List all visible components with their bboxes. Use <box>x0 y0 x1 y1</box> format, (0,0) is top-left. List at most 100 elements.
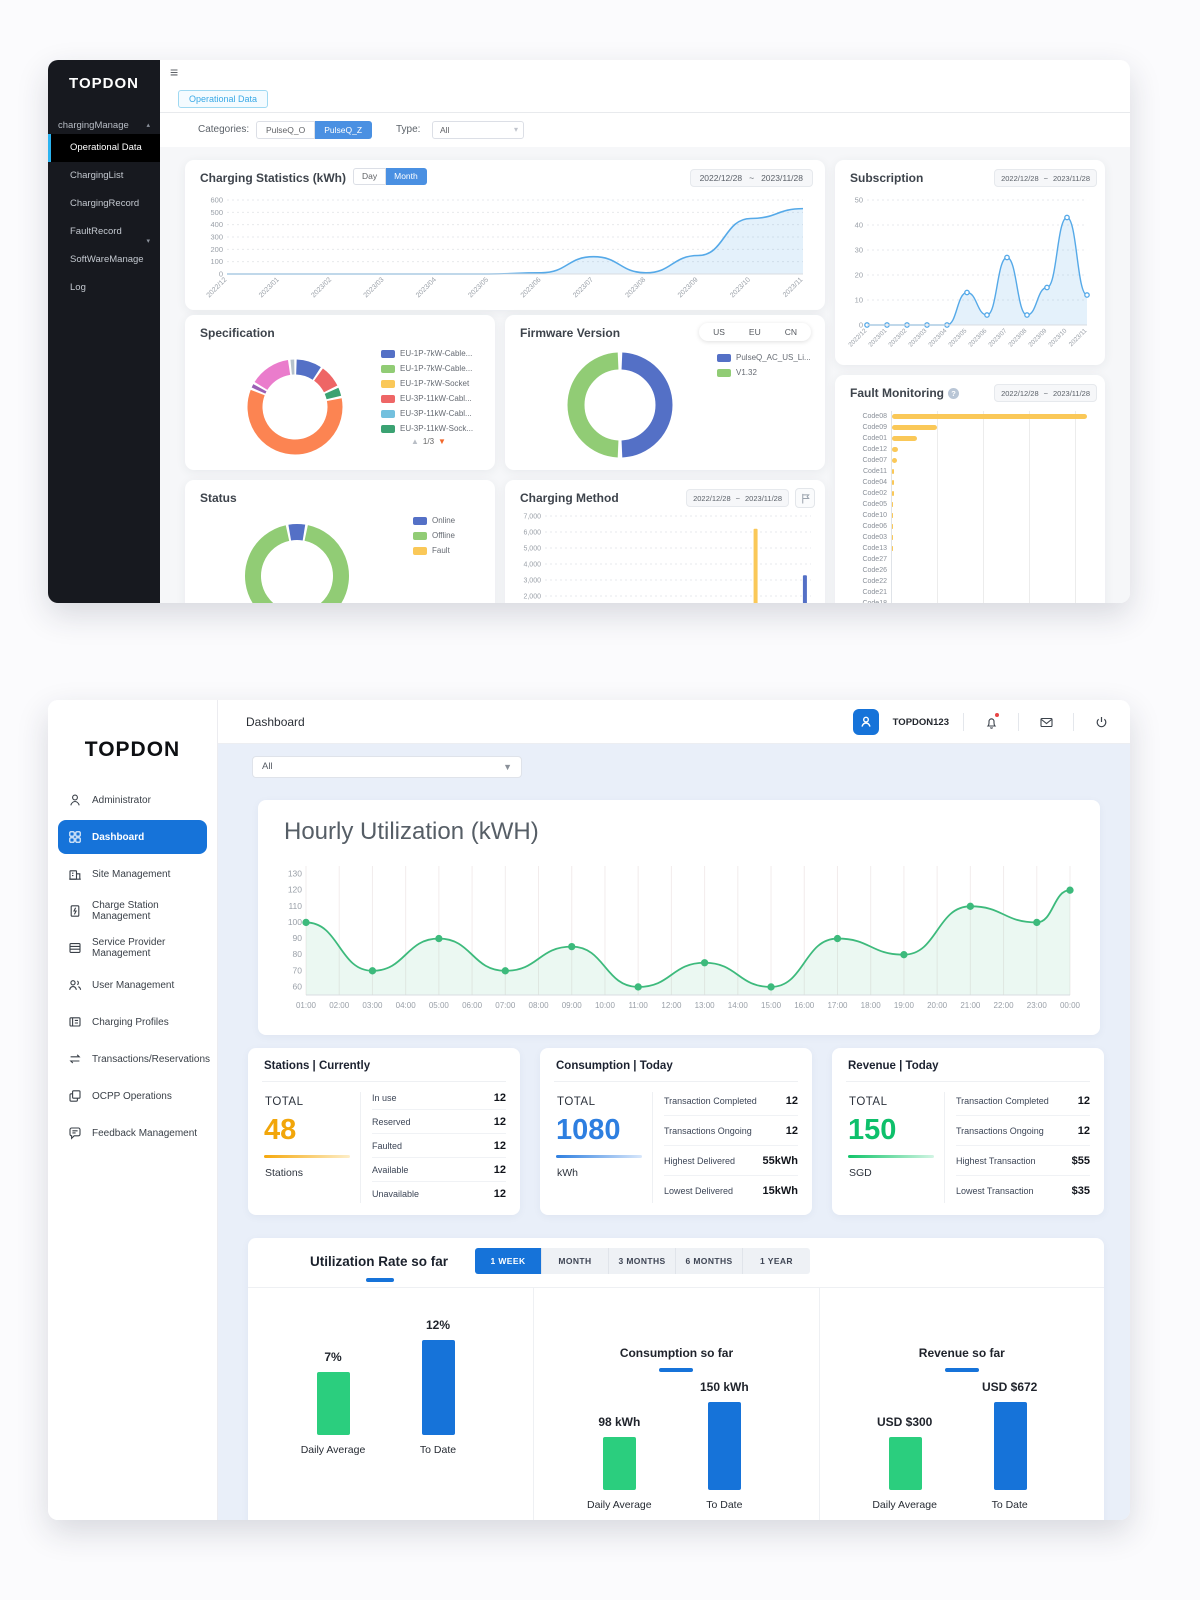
sidebar-item-dashboard[interactable]: Dashboard <box>58 820 207 854</box>
period-tab-1-year[interactable]: 1 YEAR <box>743 1248 810 1274</box>
legend-item[interactable]: Offline <box>413 531 455 540</box>
region-tab-cn[interactable]: CN <box>784 327 797 337</box>
region-tab-eu[interactable]: EU <box>748 327 761 337</box>
svg-text:2023/01: 2023/01 <box>258 276 281 299</box>
svg-text:01:00: 01:00 <box>296 1001 317 1010</box>
firmware-version-card: Firmware Version US EU CN PulseQ_AC_US_L… <box>505 315 825 470</box>
svg-text:13:00: 13:00 <box>695 1001 716 1010</box>
sidebar: TOPDON chargingManage ▴ Operational Data… <box>48 60 160 603</box>
category-pulseq-z-button[interactable]: PulseQ_Z <box>315 121 373 139</box>
sidebar-item-faultrecord[interactable]: FaultRecord ▾ <box>48 218 160 246</box>
legend-label: V1.32 <box>736 368 757 377</box>
legend-item[interactable]: EU-3P-11kW-Cabl... <box>381 409 473 418</box>
bar-value: 12% <box>425 1318 451 1332</box>
period-tab-month[interactable]: MONTH <box>542 1248 609 1274</box>
region-tab-us[interactable]: US <box>713 327 725 337</box>
bar-label: To Date <box>706 1499 743 1511</box>
sidebar-item-service-provider-management[interactable]: Service Provider Management <box>58 931 207 965</box>
section-title: Revenue so far <box>918 1346 1005 1360</box>
legend-item[interactable]: EU-3P-11kW-Sock... <box>381 424 473 433</box>
hamburger-icon[interactable]: ≡ <box>170 64 179 80</box>
status-legend: Online Offline Fault <box>413 516 455 561</box>
sidebar-item-charge-station-management[interactable]: Charge Station Management <box>58 894 207 928</box>
legend-swatch <box>381 409 395 418</box>
sidebar-item-charging-profiles[interactable]: Charging Profiles <box>58 1005 207 1039</box>
fault-bar <box>892 469 895 474</box>
sidebar-item-chargingrecord[interactable]: ChargingRecord <box>48 190 160 218</box>
logout-power-icon[interactable] <box>1088 709 1114 735</box>
fault-bar <box>892 425 937 430</box>
fault-code-label: Code26 <box>862 567 887 574</box>
stat-label: Lowest Transaction <box>956 1185 1034 1196</box>
svg-text:2023/10: 2023/10 <box>729 276 752 299</box>
legend-item[interactable]: Online <box>413 516 455 525</box>
site-filter-select[interactable]: All ▼ <box>252 756 522 778</box>
sidebar-item-ocpp-operations[interactable]: OCPP Operations <box>58 1079 207 1113</box>
legend-item[interactable]: PulseQ_AC_US_Li... <box>717 353 811 362</box>
svg-text:2023/11: 2023/11 <box>782 276 805 299</box>
messages-envelope-icon[interactable] <box>1033 709 1059 735</box>
date-range-picker[interactable]: 2022/12/28 ~ 2023/11/28 <box>686 489 789 507</box>
period-tabs: 1 WEEK MONTH 3 MONTHS 6 MONTHS 1 YEAR <box>475 1248 810 1274</box>
legend-item[interactable]: EU-1P-7kW-Cable... <box>381 364 473 373</box>
category-pulseq-o-button[interactable]: PulseQ_O <box>256 121 316 139</box>
fault-bar <box>892 513 893 518</box>
sidebar-item-operational-data[interactable]: Operational Data <box>48 134 160 162</box>
legend-item[interactable]: EU-1P-7kW-Cable... <box>381 349 473 358</box>
legend-item[interactable]: EU-1P-7kW-Socket <box>381 379 473 388</box>
sidebar-item-softwaremanage[interactable]: SoftWareManage <box>48 246 160 274</box>
legend-item[interactable]: Fault <box>413 546 455 555</box>
sidebar-item-feedback-management[interactable]: Feedback Management <box>58 1116 207 1150</box>
sidebar-menu: Administrator Dashboard Site Management Cha… <box>48 780 217 1153</box>
pager-up-icon[interactable]: ▲ <box>411 437 419 446</box>
tab-operational-data[interactable]: Operational Data <box>178 90 269 108</box>
sidebar-item-transactions-reservations[interactable]: Transactions/Reservations <box>58 1042 210 1076</box>
period-tab-3-months[interactable]: 3 MONTHS <box>609 1248 676 1274</box>
sidebar-group-chargingmanage[interactable]: chargingManage ▴ <box>48 116 160 134</box>
info-icon[interactable]: ? <box>947 388 959 399</box>
svg-text:2023/03: 2023/03 <box>907 327 928 348</box>
svg-text:2023/07: 2023/07 <box>987 327 1008 348</box>
legend-swatch <box>381 349 395 358</box>
region-tabs: US EU CN <box>699 323 811 341</box>
user-avatar[interactable] <box>852 709 879 735</box>
month-toggle-button[interactable]: Month <box>386 168 427 185</box>
accent-underline <box>264 1155 350 1158</box>
svg-text:2,000: 2,000 <box>523 594 541 601</box>
sidebar-item-charginglist[interactable]: ChargingList <box>48 162 160 190</box>
day-toggle-button[interactable]: Day <box>353 168 387 185</box>
stations-card: Stations | Currently TOTAL 48 Stations In us… <box>248 1048 520 1215</box>
tab-bar: Operational Data <box>160 86 1130 113</box>
date-range-picker[interactable]: 2022/12/28 ~ 2023/11/28 <box>689 169 813 187</box>
legend-item[interactable]: V1.32 <box>717 368 811 377</box>
fault-code-label: Code07 <box>862 457 887 464</box>
fault-code-label: Code27 <box>862 556 887 563</box>
legend-item[interactable]: EU-3P-11kW-Cabl... <box>381 394 473 403</box>
sidebar-item-administrator[interactable]: Administrator <box>58 783 207 817</box>
svg-text:2023/07: 2023/07 <box>572 276 595 299</box>
type-select[interactable]: All ▾ <box>432 121 524 139</box>
fault-code-label: Code22 <box>862 578 887 585</box>
sidebar-item-user-management[interactable]: User Management <box>58 968 207 1002</box>
stat-label: Highest Transaction <box>956 1155 1036 1166</box>
notifications-bell-icon[interactable] <box>978 709 1004 735</box>
fault-code-label: Code11 <box>862 468 887 475</box>
date-range-picker[interactable]: 2022/12/28 ~ 2023/11/28 <box>994 169 1097 187</box>
sidebar-item-site-management[interactable]: Site Management <box>58 857 207 891</box>
utilization-rate-card: Utilization Rate so far 1 WEEK MONTH 3 MON… <box>248 1238 1104 1520</box>
stat-row: Transactions Ongoing 12 <box>956 1116 1090 1146</box>
flag-icon[interactable] <box>795 488 815 508</box>
total-value: 150 <box>848 1114 897 1146</box>
daily-average-bar <box>888 1437 922 1490</box>
sidebar-item-log[interactable]: Log <box>48 274 160 302</box>
fault-code-label: Code04 <box>862 479 887 486</box>
period-tab-6-months[interactable]: 6 MONTHS <box>676 1248 743 1274</box>
fault-bar-row: Code11 <box>847 466 1093 477</box>
stat-value: 12 <box>785 1094 798 1107</box>
date-range-picker[interactable]: 2022/12/28 ~ 2023/11/28 <box>994 384 1097 402</box>
pager-down-icon[interactable]: ▼ <box>438 437 446 446</box>
sidebar-group-label: chargingManage <box>58 119 129 131</box>
period-tab-1-week[interactable]: 1 WEEK <box>475 1248 542 1274</box>
svg-text:110: 110 <box>288 901 302 911</box>
fault-bars: Code08 Code09 Code01 Code12 Code07 Code11 Code… <box>847 411 1093 603</box>
